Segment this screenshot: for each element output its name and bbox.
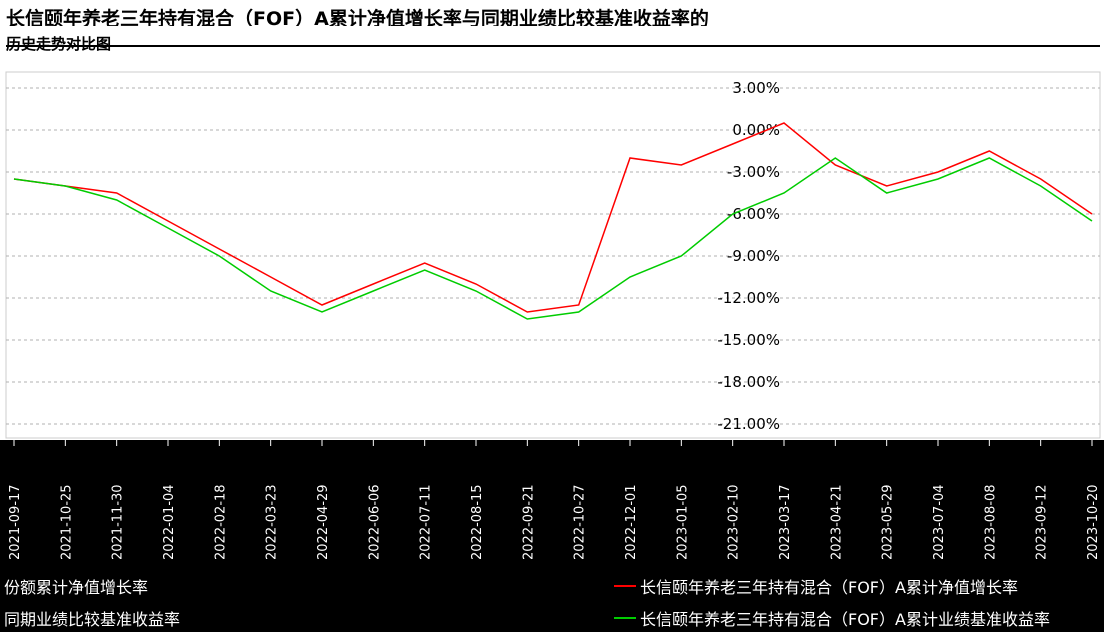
x-tick-label: 2022-07-11 bbox=[419, 484, 434, 560]
x-tick-label: 2022-10-27 bbox=[573, 484, 588, 560]
x-tick-label: 2022-03-23 bbox=[265, 484, 280, 560]
x-tick-label: 2023-01-05 bbox=[675, 484, 690, 560]
x-tick-label: 2023-02-10 bbox=[727, 484, 742, 560]
series-lines bbox=[13, 122, 1093, 320]
x-tick-label: 2023-10-20 bbox=[1086, 484, 1101, 560]
y-axis: 3.00% 0.00% -3.00% -6.00% -9.00% -12.00% -15.0… bbox=[717, 79, 780, 433]
legend-line-nav bbox=[614, 585, 636, 587]
x-tick-label: 2021-09-17 bbox=[8, 484, 23, 560]
line-chart: 3.00% 0.00% -3.00% -6.00% -9.00% -12.00% -15.0… bbox=[0, 71, 1104, 566]
grid-lines bbox=[6, 87, 1100, 425]
legend-label-nav: 长信颐年养老三年持有混合（FOF）A累计净值增长率 bbox=[640, 578, 1018, 597]
y-tick-label: 3.00% bbox=[732, 79, 780, 97]
plot-area bbox=[5, 71, 1101, 439]
legend: 份额累计净值增长率 同期业绩比较基准收益率 长信颐年养老三年持有混合（FOF）A… bbox=[0, 566, 1104, 632]
y-tick-label: -3.00% bbox=[727, 163, 780, 181]
title-underline bbox=[6, 45, 1100, 47]
legend-left-2: 同期业绩比较基准收益率 bbox=[4, 610, 181, 629]
x-tick-label: 2022-01-04 bbox=[162, 484, 177, 560]
x-axis: 2021-09-17 2021-10-25 2021-11-30 2022-01-04… bbox=[8, 440, 1101, 560]
x-tick-label: 2022-04-29 bbox=[316, 484, 331, 560]
x-axis-band bbox=[0, 440, 1104, 566]
x-tick-label: 2022-08-15 bbox=[470, 484, 485, 560]
y-tick-label: -6.00% bbox=[727, 205, 780, 223]
x-tick-label: 2023-07-04 bbox=[932, 484, 947, 560]
x-tick-label: 2022-02-18 bbox=[213, 484, 228, 560]
x-tick-label: 2022-12-01 bbox=[624, 484, 639, 560]
legend-label-benchmark: 长信颐年养老三年持有混合（FOF）A累计业绩基准收益率 bbox=[640, 610, 1050, 629]
series-line-nav bbox=[13, 122, 1093, 313]
x-tick-label: 2023-04-21 bbox=[829, 484, 844, 560]
legend-line-benchmark bbox=[614, 617, 636, 619]
x-tick-label: 2021-11-30 bbox=[111, 484, 126, 560]
x-tick-label: 2022-09-21 bbox=[521, 484, 536, 560]
x-tick-label: 2022-06-06 bbox=[367, 484, 382, 560]
x-tick-label: 2023-03-17 bbox=[778, 484, 793, 560]
y-tick-label: -21.00% bbox=[717, 415, 780, 433]
series-line-benchmark bbox=[13, 157, 1093, 320]
y-tick-label: 0.00% bbox=[732, 121, 780, 139]
y-tick-label: -18.00% bbox=[717, 373, 780, 391]
y-tick-label: -9.00% bbox=[727, 247, 780, 265]
legend-left-1: 份额累计净值增长率 bbox=[4, 578, 149, 597]
y-tick-label: -15.00% bbox=[717, 331, 780, 349]
x-tick-label: 2021-10-25 bbox=[59, 484, 74, 560]
y-tick-label: -12.00% bbox=[717, 289, 780, 307]
x-tick-label: 2023-05-29 bbox=[881, 484, 896, 560]
x-tick-label: 2023-09-12 bbox=[1035, 484, 1050, 560]
x-tick-label: 2023-08-08 bbox=[983, 484, 998, 560]
chart-title: 长信颐年养老三年持有混合（FOF）A累计净值增长率与同期业绩比较基准收益率的 bbox=[6, 8, 709, 26]
chart-subtitle: 历史走势对比图 bbox=[6, 35, 112, 53]
